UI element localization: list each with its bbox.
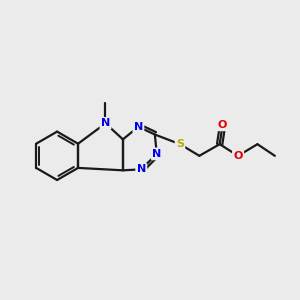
Text: S: S [176,139,184,149]
Text: N: N [101,118,110,128]
Text: N: N [137,164,146,174]
Text: N: N [152,149,161,159]
Text: N: N [134,122,143,132]
Text: O: O [218,120,227,130]
Text: O: O [233,151,243,161]
